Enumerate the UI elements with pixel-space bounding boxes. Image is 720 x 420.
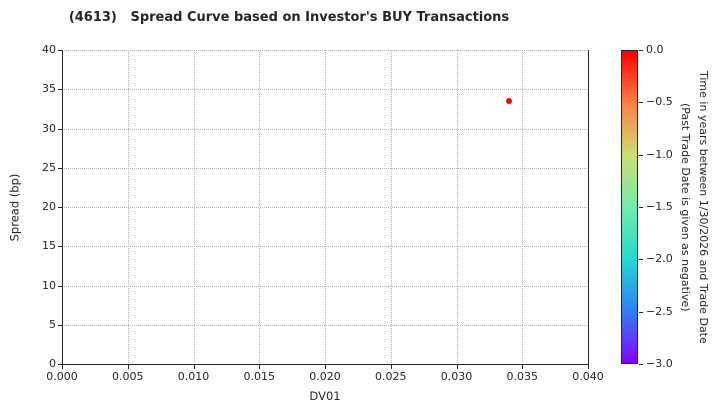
x-tick-label: 0.005 <box>112 370 144 383</box>
x-tick-label: 0.010 <box>177 370 210 383</box>
x-tick-mark <box>62 365 63 369</box>
x-tick-mark <box>193 365 195 369</box>
y-gridline <box>62 89 589 91</box>
colorbar-tick-label: −2.0 <box>646 252 673 266</box>
colorbar-tick-label: −0.5 <box>646 95 673 109</box>
y-tick-label: 35 <box>42 82 56 96</box>
x-tick-label: 0.015 <box>243 370 276 383</box>
colorbar-tick-label: −2.5 <box>646 304 673 318</box>
y-tick-mark <box>58 324 62 326</box>
x-tick-label: 0.035 <box>506 370 539 383</box>
y-gridline <box>62 207 589 208</box>
x-tick-mark <box>127 365 129 369</box>
x-tick-mark <box>588 365 589 369</box>
y-tick-label: 5 <box>49 317 56 331</box>
colorbar-tick-mark <box>639 154 643 156</box>
x-tick-label: 0.030 <box>440 370 473 383</box>
colorbar-tick-mark <box>639 259 643 261</box>
x-axis-label: DV01 <box>309 389 341 403</box>
y-gridline <box>62 128 589 130</box>
colorbar-gradient <box>621 50 638 364</box>
x-tick-label: 0.025 <box>375 370 407 383</box>
x-tick-mark <box>325 365 326 369</box>
colorbar-tick-label: −3.0 <box>646 357 673 370</box>
colorbar-tick-mark <box>639 207 643 208</box>
y-gridline <box>62 246 589 248</box>
x-tick-label: 0.020 <box>309 370 341 383</box>
y-tick-mark <box>58 50 62 51</box>
colorbar-tick-label: −1.5 <box>646 200 673 213</box>
y-gridline <box>62 167 589 169</box>
y-tick-label: 25 <box>42 160 56 174</box>
x-tick-label: 0.040 <box>572 370 604 383</box>
x-tick-mark <box>390 365 392 369</box>
y-tick-label: 15 <box>42 239 56 253</box>
y-tick-label: 20 <box>42 200 56 213</box>
y-gridline <box>62 50 589 51</box>
x-tick-label: 0.000 <box>46 370 78 383</box>
x-tick-mark <box>456 365 458 369</box>
colorbar-tick-mark <box>639 102 643 104</box>
y-tick-mark <box>58 246 62 248</box>
chart-title: (4613) Spread Curve based on Investor's … <box>68 10 510 25</box>
x-tick-mark <box>522 365 524 369</box>
y-tick-label: 30 <box>42 121 56 135</box>
y-tick-label: 10 <box>42 278 56 292</box>
colorbar-tick-mark <box>639 50 643 51</box>
y-gridline <box>62 285 589 287</box>
y-tick-mark <box>58 128 62 130</box>
colorbar-tick-mark <box>639 311 643 313</box>
x-tick-mark <box>259 365 261 369</box>
y-tick-label: 0 <box>49 357 56 370</box>
y-tick-mark <box>58 364 62 365</box>
colorbar-tick-mark <box>639 364 643 365</box>
y-tick-mark <box>58 207 62 208</box>
data-point <box>506 98 513 105</box>
y-tick-mark <box>58 167 62 169</box>
y-tick-mark <box>58 89 62 91</box>
colorbar-tick-label: −1.0 <box>646 147 673 161</box>
colorbar-label: Time in years between 1/30/2026 and Trad… <box>679 70 710 344</box>
y-tick-mark <box>58 285 62 287</box>
colorbar-tick-label: 0.0 <box>646 43 664 56</box>
y-tick-label: 40 <box>42 43 56 56</box>
y-axis-label: Spread (bp) <box>7 173 22 242</box>
y-gridline <box>62 324 589 326</box>
